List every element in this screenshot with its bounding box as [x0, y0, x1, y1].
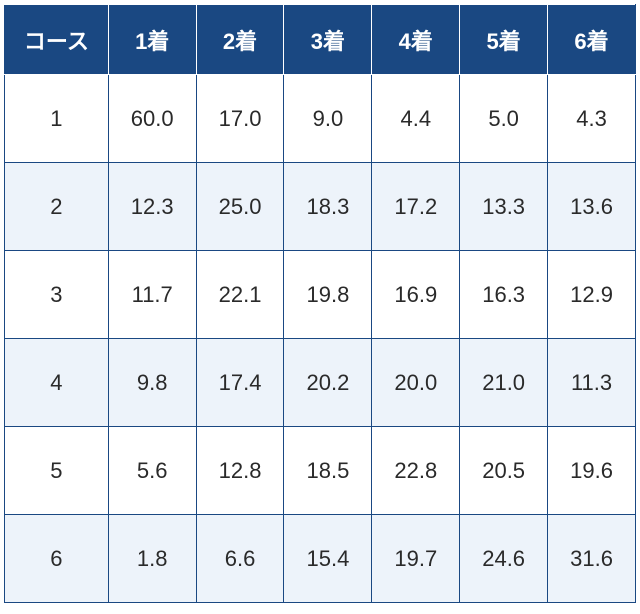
- cell-value: 19.8: [284, 251, 372, 339]
- cell-value: 18.3: [284, 163, 372, 251]
- cell-value: 6.6: [196, 515, 284, 603]
- cell-course: 3: [5, 251, 109, 339]
- cell-value: 13.6: [548, 163, 636, 251]
- table-header-row: コース 1着 2着 3着 4着 5着 6着: [5, 5, 636, 75]
- cell-value: 5.6: [108, 427, 196, 515]
- table-row: 311.722.119.816.916.312.9: [5, 251, 636, 339]
- cell-value: 25.0: [196, 163, 284, 251]
- cell-value: 12.8: [196, 427, 284, 515]
- cell-value: 19.7: [372, 515, 460, 603]
- cell-value: 20.2: [284, 339, 372, 427]
- cell-value: 18.5: [284, 427, 372, 515]
- col-4th: 4着: [372, 5, 460, 75]
- cell-value: 17.0: [196, 75, 284, 163]
- cell-value: 17.2: [372, 163, 460, 251]
- col-1st: 1着: [108, 5, 196, 75]
- cell-value: 22.8: [372, 427, 460, 515]
- col-2nd: 2着: [196, 5, 284, 75]
- cell-value: 20.5: [460, 427, 548, 515]
- cell-value: 60.0: [108, 75, 196, 163]
- cell-value: 21.0: [460, 339, 548, 427]
- cell-course: 4: [5, 339, 109, 427]
- cell-course: 5: [5, 427, 109, 515]
- cell-course: 1: [5, 75, 109, 163]
- cell-value: 4.4: [372, 75, 460, 163]
- table-row: 61.86.615.419.724.631.6: [5, 515, 636, 603]
- cell-value: 17.4: [196, 339, 284, 427]
- cell-value: 9.8: [108, 339, 196, 427]
- table-row: 160.017.09.04.45.04.3: [5, 75, 636, 163]
- table-row: 55.612.818.522.820.519.6: [5, 427, 636, 515]
- cell-value: 13.3: [460, 163, 548, 251]
- col-course: コース: [5, 5, 109, 75]
- cell-value: 16.9: [372, 251, 460, 339]
- cell-value: 31.6: [548, 515, 636, 603]
- cell-value: 12.3: [108, 163, 196, 251]
- cell-value: 24.6: [460, 515, 548, 603]
- cell-value: 12.9: [548, 251, 636, 339]
- cell-value: 16.3: [460, 251, 548, 339]
- col-3rd: 3着: [284, 5, 372, 75]
- cell-value: 20.0: [372, 339, 460, 427]
- cell-value: 15.4: [284, 515, 372, 603]
- cell-value: 11.7: [108, 251, 196, 339]
- cell-value: 11.3: [548, 339, 636, 427]
- cell-course: 6: [5, 515, 109, 603]
- cell-value: 5.0: [460, 75, 548, 163]
- table-body: 160.017.09.04.45.04.3212.325.018.317.213…: [5, 75, 636, 603]
- cell-course: 2: [5, 163, 109, 251]
- cell-value: 4.3: [548, 75, 636, 163]
- col-6th: 6着: [548, 5, 636, 75]
- col-5th: 5着: [460, 5, 548, 75]
- cell-value: 1.8: [108, 515, 196, 603]
- cell-value: 9.0: [284, 75, 372, 163]
- finish-position-table: コース 1着 2着 3着 4着 5着 6着 160.017.09.04.45.0…: [4, 4, 636, 603]
- cell-value: 22.1: [196, 251, 284, 339]
- table-row: 212.325.018.317.213.313.6: [5, 163, 636, 251]
- table-row: 49.817.420.220.021.011.3: [5, 339, 636, 427]
- cell-value: 19.6: [548, 427, 636, 515]
